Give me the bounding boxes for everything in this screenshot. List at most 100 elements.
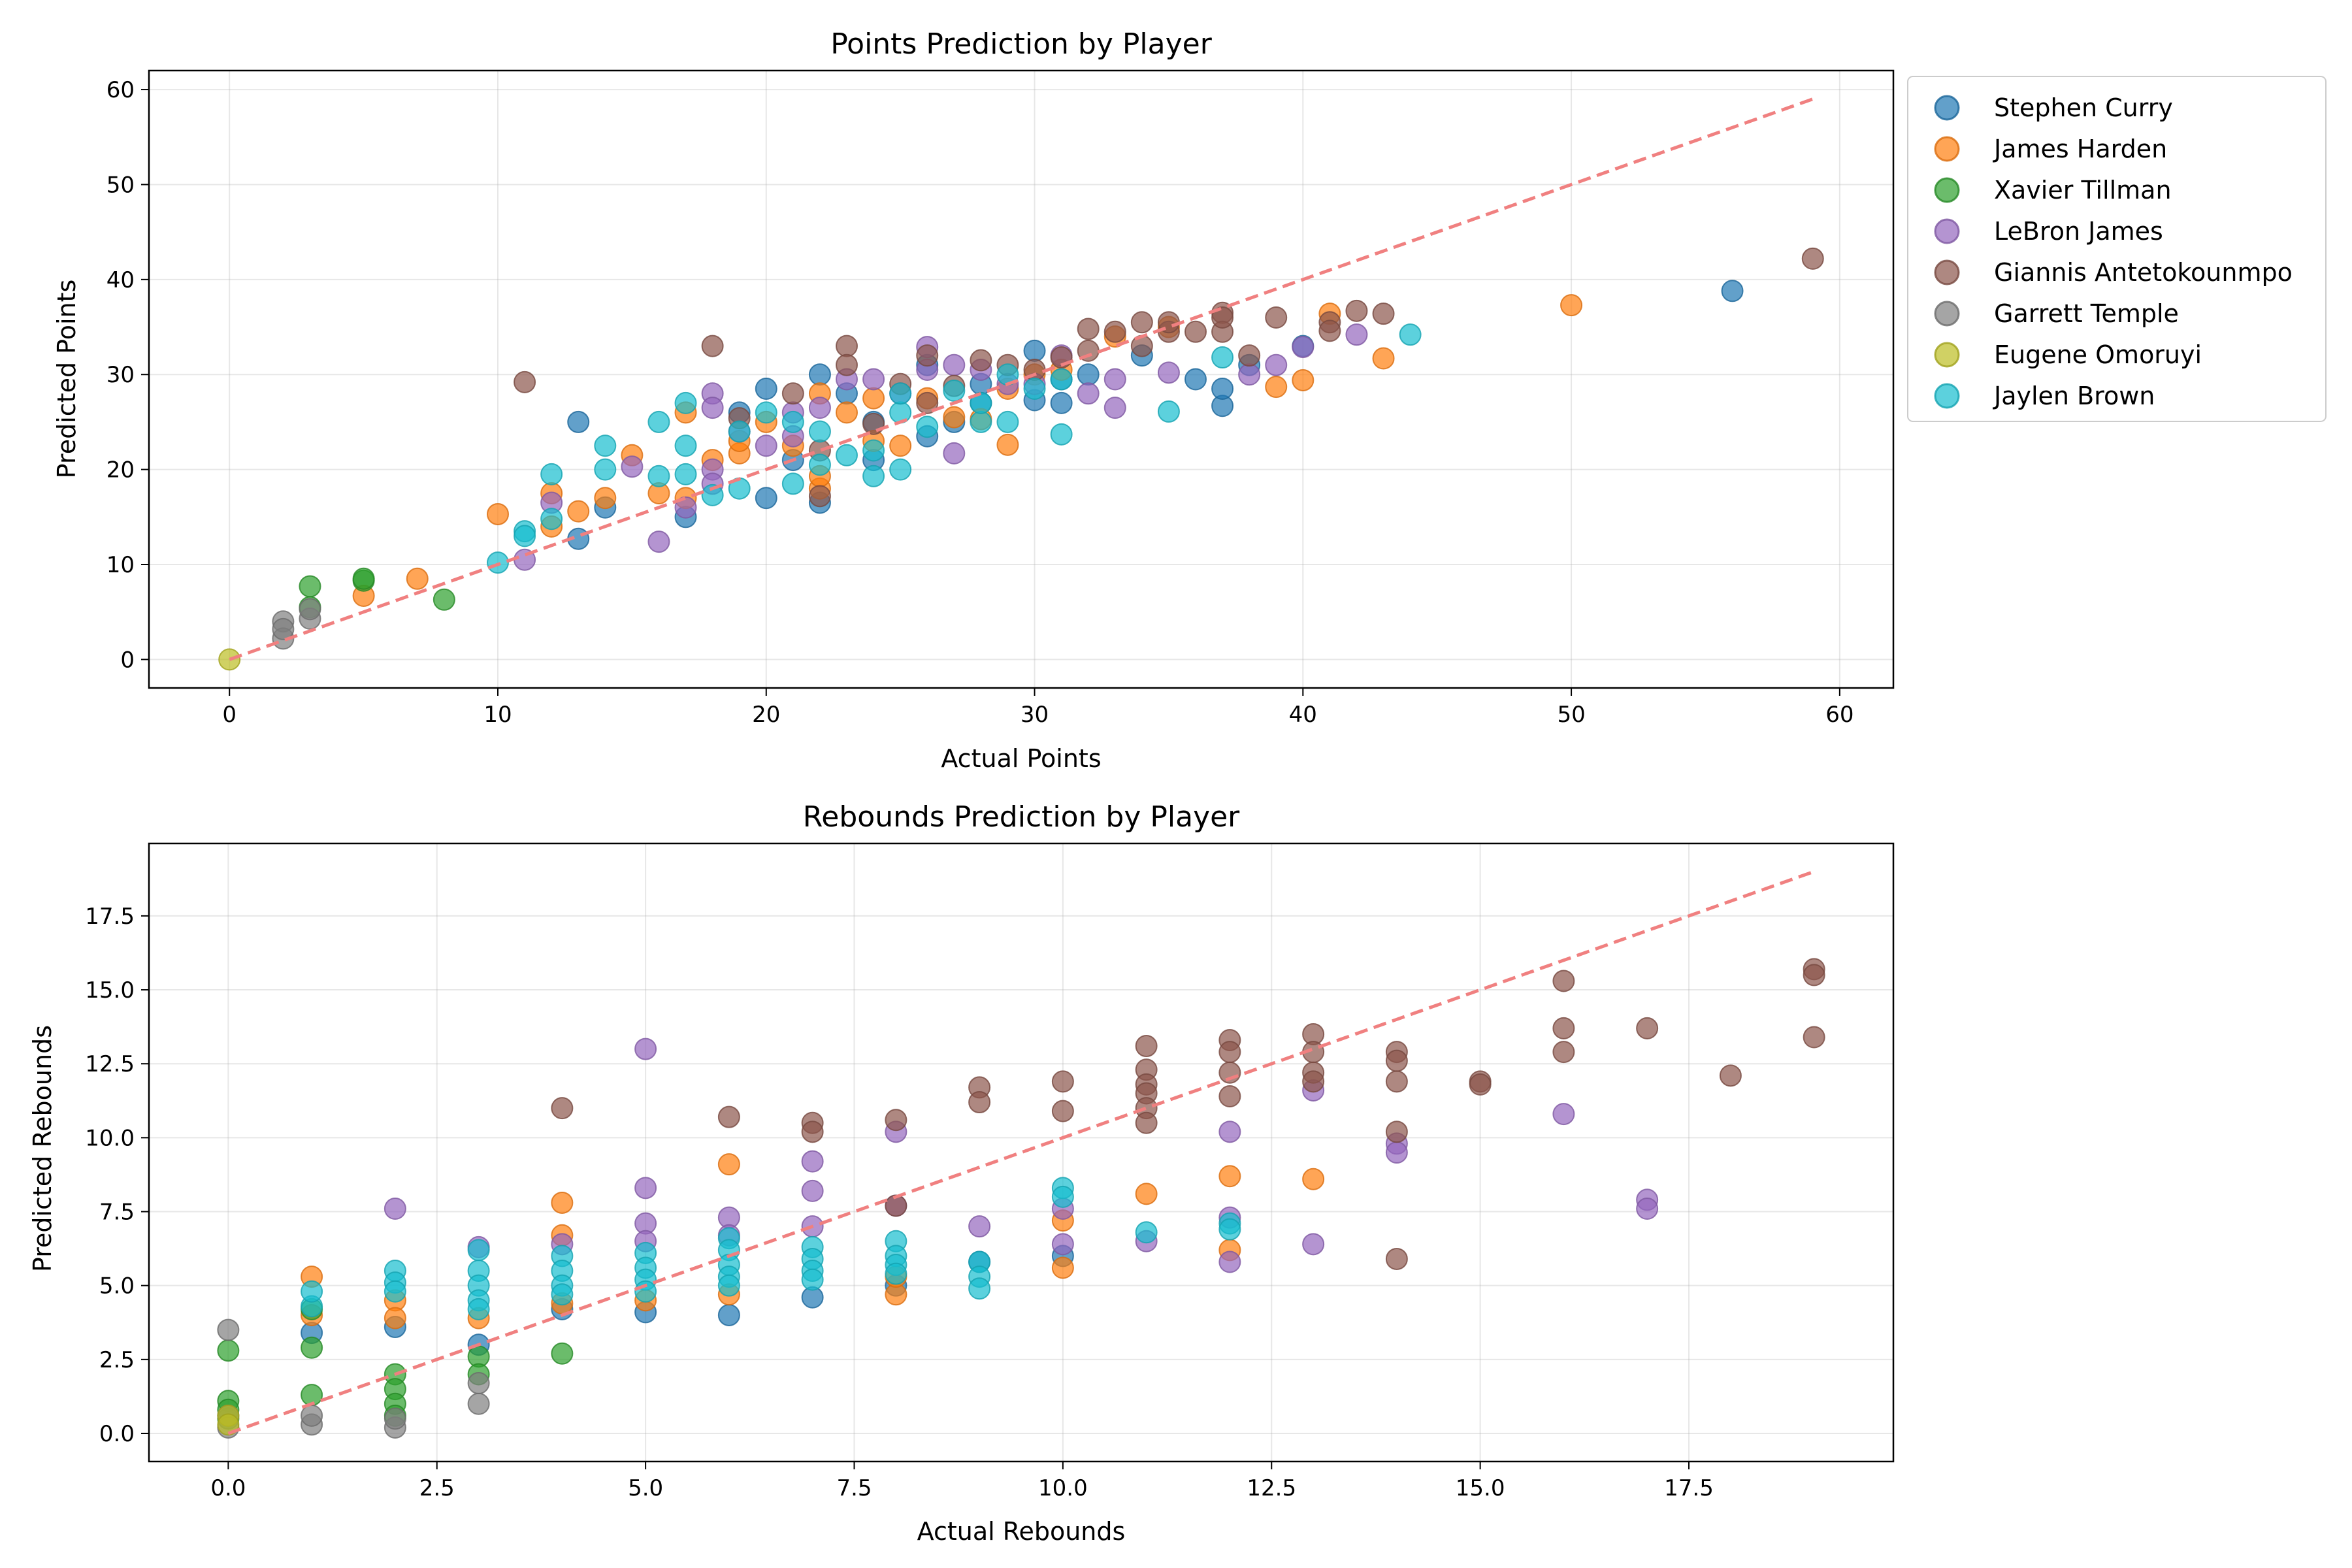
y-tick-label: 30 [106, 362, 135, 388]
y-tick-label: 20 [106, 457, 135, 483]
data-point [1318, 319, 1341, 342]
legend-label: Garrett Temple [1994, 299, 2179, 328]
series [301, 1177, 1241, 1320]
data-point [1265, 353, 1288, 376]
data-point [836, 335, 858, 357]
series [217, 1318, 490, 1439]
data-point [801, 1120, 824, 1143]
data-point [996, 433, 1019, 456]
data-point [217, 1339, 240, 1362]
data-point [755, 378, 777, 400]
points-chart-xlabel: Actual Points [941, 744, 1101, 773]
data-point [1265, 376, 1288, 399]
data-point [889, 434, 912, 457]
data-point [1135, 1221, 1158, 1244]
series [384, 1037, 1659, 1273]
data-point [1238, 344, 1261, 367]
data-point [594, 434, 617, 457]
data-point [1103, 397, 1126, 419]
data-point [755, 401, 777, 424]
x-tick-label: 0 [222, 702, 237, 728]
legend-entry: James Harden [1934, 135, 2167, 163]
data-point [1719, 1064, 1742, 1087]
data-point [384, 1307, 406, 1330]
data-point [433, 588, 455, 611]
data-point [862, 412, 885, 435]
data-point [781, 382, 804, 405]
data-point [1023, 339, 1046, 362]
data-point [916, 344, 939, 367]
legend-entry: Giannis Antetokounmpo [1934, 258, 2293, 287]
y-tick-label: 15.0 [85, 977, 135, 1004]
data-point [1399, 323, 1422, 346]
data-point [1560, 294, 1583, 317]
data-point [889, 401, 912, 424]
x-tick-label: 17.5 [1664, 1475, 1714, 1501]
y-tick-label: 10.0 [85, 1125, 135, 1151]
data-point [217, 1413, 240, 1436]
data-point [808, 420, 831, 443]
data-point [1385, 1141, 1408, 1164]
data-point [717, 1153, 740, 1176]
data-point [1157, 361, 1180, 384]
data-point [1218, 1250, 1241, 1273]
legend-entry: Xavier Tillman [1934, 176, 2172, 204]
series [301, 1153, 1325, 1330]
data-point [1372, 347, 1395, 370]
data-point [1238, 363, 1261, 386]
series [487, 323, 1422, 574]
data-point [1135, 1111, 1158, 1134]
y-tick-label: 50 [106, 172, 135, 198]
data-point [1803, 1026, 1825, 1049]
data-point [647, 465, 670, 487]
data-point [1552, 1017, 1575, 1039]
data-point [634, 1177, 657, 1200]
data-point [1218, 1218, 1241, 1241]
data-point [540, 508, 563, 531]
data-point [467, 1298, 490, 1320]
data-point [968, 1215, 991, 1238]
data-point [551, 1283, 574, 1306]
data-point [862, 439, 885, 462]
y-tick-label: 12.5 [85, 1051, 135, 1077]
data-point [1130, 311, 1153, 334]
series [272, 598, 321, 650]
data-point [1211, 346, 1234, 369]
data-point [1051, 1100, 1074, 1122]
x-tick-label: 5.0 [628, 1475, 663, 1501]
data-point [1077, 382, 1100, 405]
data-point [1184, 368, 1207, 391]
series [352, 294, 1583, 607]
data-point [916, 391, 939, 414]
legend-marker [1934, 383, 1960, 409]
x-tick-label: 10 [483, 702, 512, 728]
legend-label: Jaylen Brown [1993, 382, 2155, 410]
legend-label: Stephen Curry [1994, 93, 2173, 122]
legend-marker [1934, 342, 1960, 368]
data-point [1218, 1041, 1241, 1064]
data-point [968, 1277, 991, 1300]
data-point [487, 502, 509, 525]
plot-frame [148, 69, 1895, 689]
data-point [970, 410, 992, 433]
series [217, 1404, 240, 1436]
data-point [808, 397, 831, 419]
legend-label: Giannis Antetokounmpo [1994, 258, 2293, 287]
points-chart-title: Points Prediction by Player [830, 27, 1213, 61]
data-point [301, 1336, 323, 1359]
reference-line [227, 870, 1815, 1435]
data-point [567, 410, 590, 433]
x-tick-label: 12.5 [1247, 1475, 1296, 1501]
legend-entry: Eugene Omoruyi [1934, 340, 2202, 369]
data-point [801, 1179, 824, 1202]
y-tick-label: 40 [106, 267, 135, 293]
data-point [968, 1091, 991, 1114]
legend-label: James Harden [1993, 135, 2167, 163]
legend-frame [1907, 76, 2327, 422]
legend-entry: LeBron James [1934, 217, 2163, 246]
data-point [1552, 1103, 1575, 1126]
rebounds-chart: Rebounds Prediction by Player Actual Reb… [28, 800, 1895, 1546]
data-point [551, 1191, 574, 1214]
data-point [728, 420, 751, 443]
